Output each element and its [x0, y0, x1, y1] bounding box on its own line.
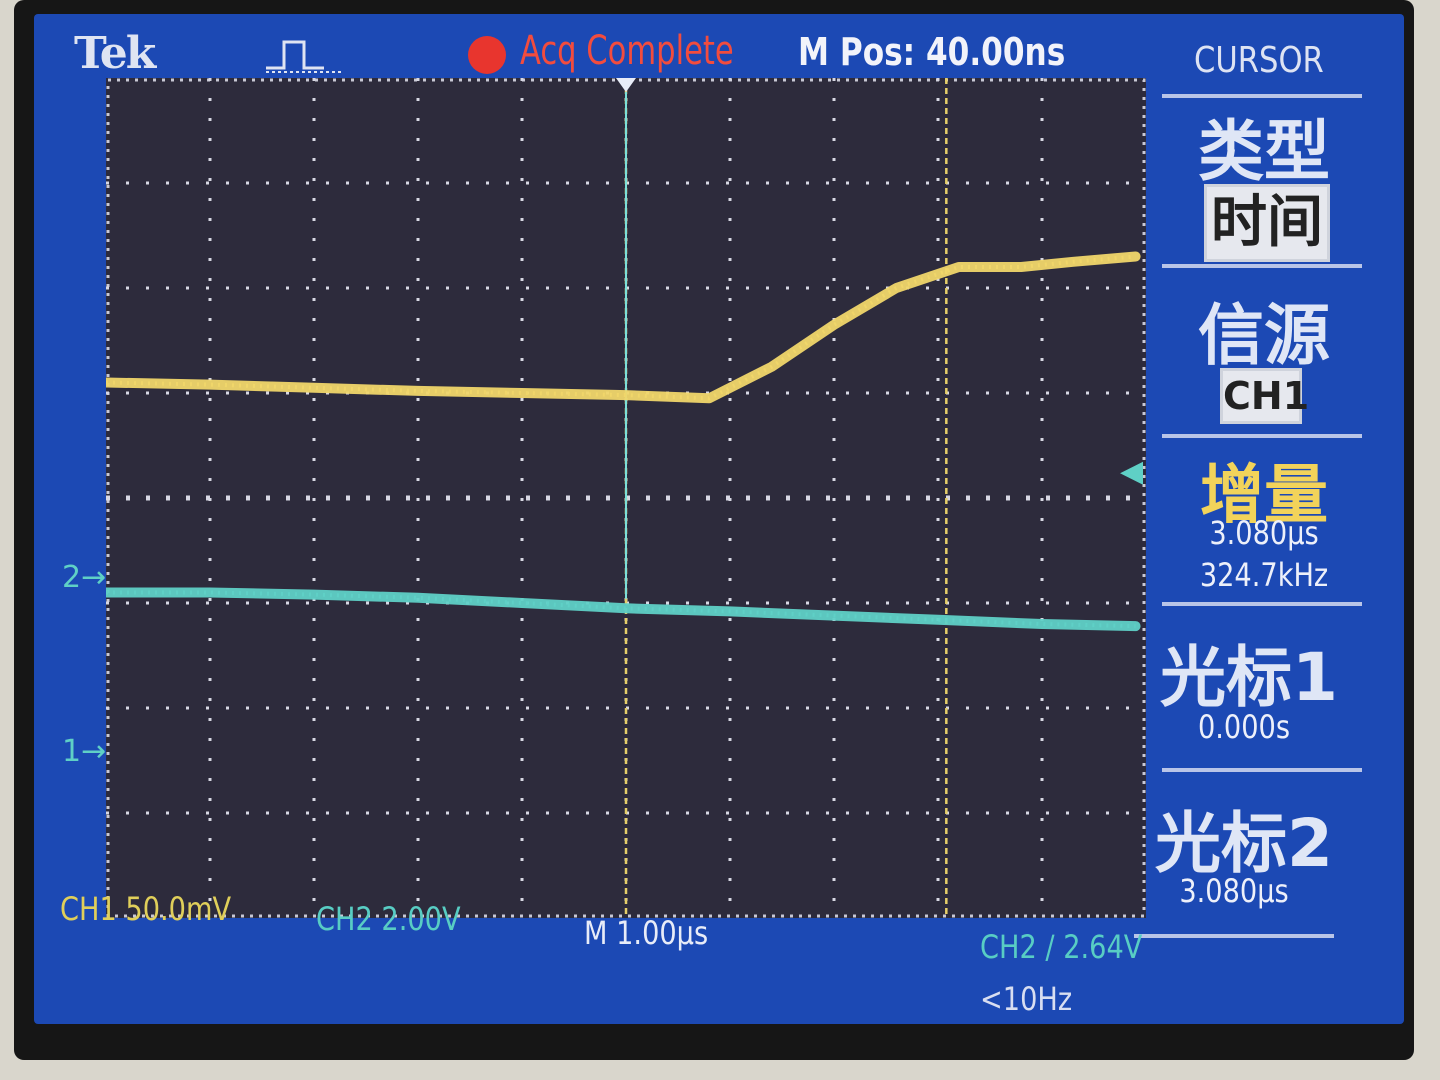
menu-delta-label[interactable]: 增量 [1200, 459, 1328, 533]
oscilloscope-screen: Tek Acq Complete M Pos: 40.00ns CURSOR 2… [34, 14, 1404, 1024]
ch1-scale-readout: CH1 50.0mV [60, 890, 232, 928]
acq-status-dot [468, 36, 506, 74]
ch2-scale-readout: CH2 2.00V [316, 900, 461, 938]
cursor2-value: 3.080µs [1179, 872, 1289, 910]
waveform-display[interactable] [106, 78, 1146, 918]
menu-source-label[interactable]: 信源 [1198, 297, 1330, 374]
ch1-trace-noise [106, 254, 1136, 401]
menu-separator [1134, 934, 1334, 938]
menu-type-label[interactable]: 类型 [1198, 113, 1330, 190]
menu-cursor2-label[interactable]: 光标2 [1155, 805, 1333, 882]
menu-source-value[interactable]: CH1 [1220, 368, 1309, 424]
menu-title: CURSOR [1194, 40, 1324, 81]
ch1-ground-marker: 1→ [62, 734, 107, 769]
waveform-svg [106, 78, 1146, 918]
timebase-readout: M 1.00µs [584, 914, 709, 952]
trigger-position-marker [616, 78, 636, 92]
brand-logo: Tek [74, 28, 156, 79]
pulse-trigger-icon [266, 40, 342, 73]
menu-type-value[interactable]: 时间 [1204, 184, 1330, 262]
menu-separator [1162, 94, 1362, 98]
trigger-readout: CH2 ∕ 2.64V [980, 928, 1143, 966]
cursor1-value: 0.000s [1197, 708, 1291, 746]
delta-frequency-value: 324.7kHz [1199, 556, 1329, 594]
menu-separator [1162, 602, 1362, 606]
ch1-trace [106, 251, 1141, 404]
menu-separator [1162, 768, 1362, 772]
ch2-ground-marker: 2→ [62, 560, 107, 595]
horizontal-position: M Pos: 40.00ns [798, 30, 1066, 74]
delta-time-value: 3.080µs [1209, 514, 1319, 552]
trigger-frequency-readout: <10Hz [980, 980, 1073, 1018]
menu-cursor1-label[interactable]: 光标1 [1160, 639, 1338, 716]
acq-status-text: Acq Complete [520, 28, 734, 74]
menu-separator [1162, 264, 1362, 268]
menu-separator [1162, 434, 1362, 438]
ch2-trace [106, 587, 1141, 632]
trigger-level-arrow: ◀ [1120, 454, 1144, 489]
